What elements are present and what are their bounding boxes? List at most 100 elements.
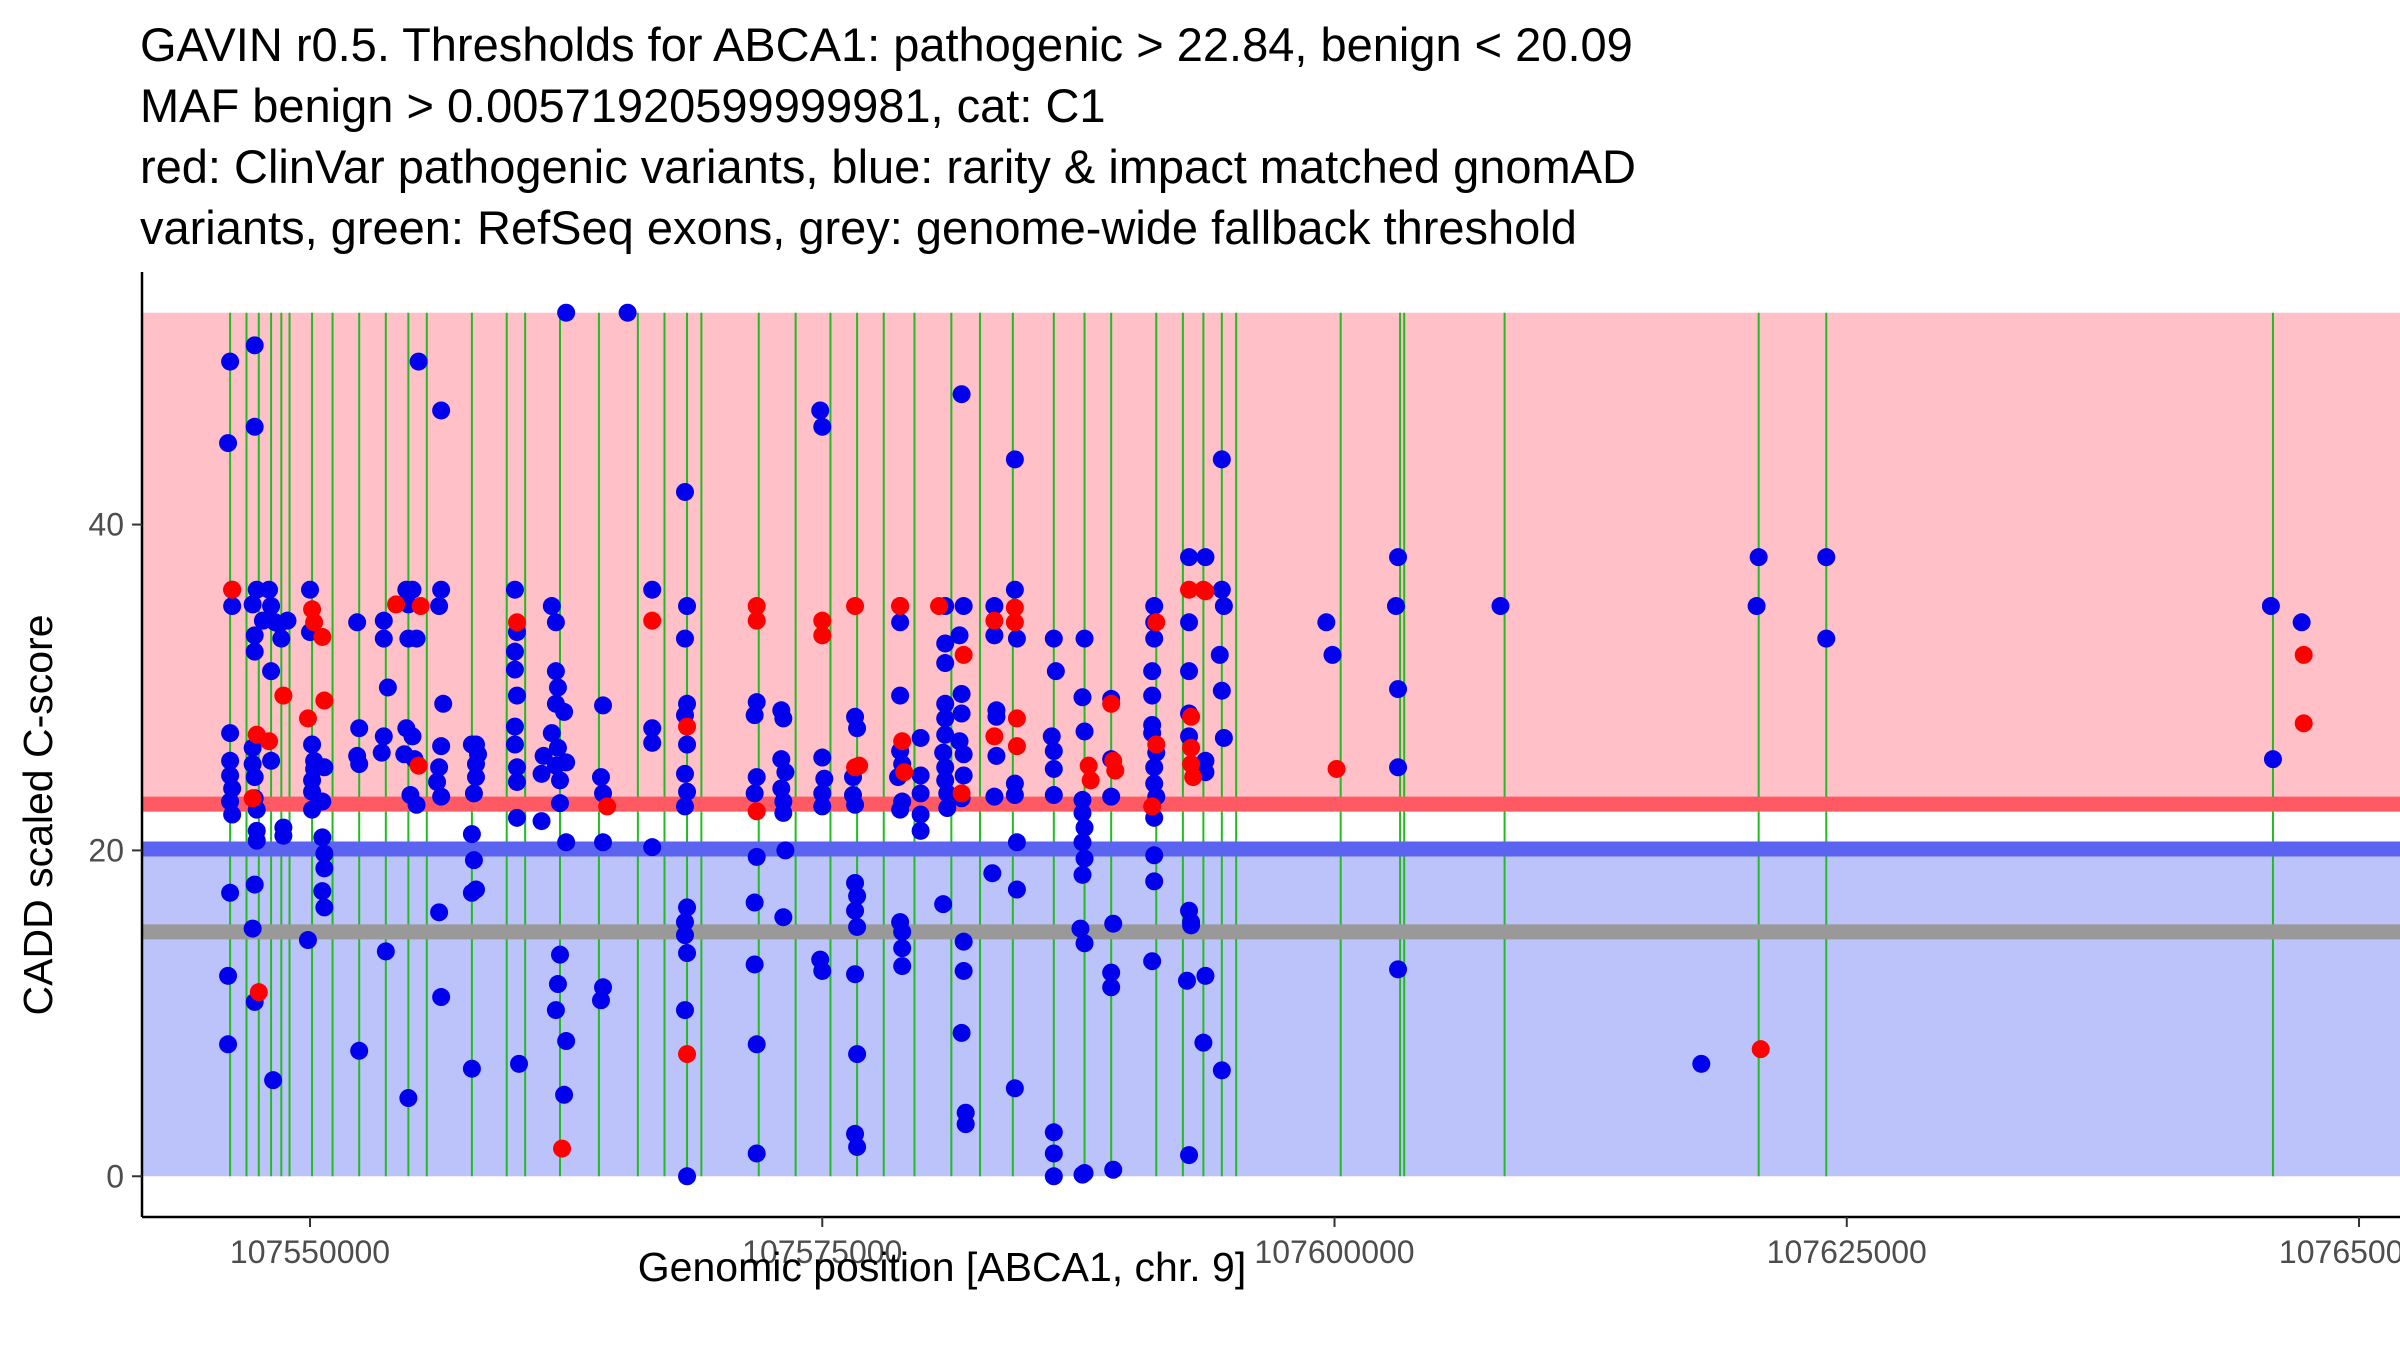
clinvar-pathogenic-point	[1182, 738, 1201, 757]
gnomad-matched-point	[846, 901, 865, 920]
gnomad-matched-point	[954, 766, 973, 785]
gnomad-matched-point	[983, 864, 1002, 883]
gnomad-matched-point	[1323, 645, 1342, 664]
gnomad-matched-point	[548, 975, 567, 994]
gnomad-matched-point	[1046, 662, 1065, 681]
gnomad-matched-point	[1692, 1054, 1711, 1073]
gnomad-matched-point	[557, 833, 576, 852]
gnomad-matched-point	[1102, 978, 1121, 997]
gnomad-matched-point	[278, 611, 297, 630]
clinvar-pathogenic-point	[1180, 580, 1199, 599]
gnomad-matched-point	[403, 727, 422, 746]
gnomad-matched-point	[264, 1071, 283, 1090]
gnomad-matched-point	[985, 787, 1004, 806]
gnomad-matched-point	[1075, 629, 1094, 648]
gnomad-matched-point	[643, 733, 662, 752]
gnomad-matched-point	[811, 401, 830, 420]
gnomad-matched-point	[243, 595, 262, 614]
gnomad-matched-point	[505, 717, 524, 736]
clinvar-pathogenic-point	[1143, 797, 1162, 816]
chart-title: GAVIN r0.5. Thresholds for ABCA1: pathog…	[140, 14, 2380, 258]
gnomad-matched-point	[399, 1089, 418, 1108]
gnomad-matched-point	[505, 642, 524, 661]
gnomad-matched-point	[1007, 833, 1026, 852]
gnomad-matched-point	[507, 772, 526, 791]
axes: 107550000 107575000 107600000 107625000 1076…	[88, 272, 2400, 1270]
gnomad-matched-point	[409, 352, 428, 371]
clinvar-pathogenic-point	[895, 763, 914, 782]
gnomad-matched-point	[911, 766, 930, 785]
data-points	[219, 303, 2313, 1186]
gnomad-matched-point	[1044, 1144, 1063, 1163]
gnomad-matched-point	[1044, 1123, 1063, 1142]
gnomad-matched-point	[846, 965, 865, 984]
gnomad-matched-point	[1317, 613, 1336, 632]
gnomad-matched-point	[675, 1001, 694, 1020]
clinvar-pathogenic-point	[893, 732, 912, 751]
gnomad-matched-point	[374, 629, 393, 648]
gnomad-matched-point	[1145, 629, 1164, 648]
gnomad-matched-point	[546, 1001, 565, 1020]
gnomad-matched-point	[219, 966, 238, 985]
gnomad-matched-point	[846, 795, 865, 814]
gnomad-matched-point	[1005, 450, 1024, 469]
clinvar-pathogenic-point	[678, 1045, 697, 1064]
gnomad-matched-point	[550, 945, 569, 964]
gnomad-matched-point	[1145, 846, 1164, 865]
x-tick-label: 107625000	[1767, 1234, 1927, 1270]
gnomad-matched-point	[745, 784, 764, 803]
gnomad-matched-point	[1177, 971, 1196, 990]
gnomad-matched-point	[313, 792, 332, 811]
gnomad-matched-point	[532, 812, 551, 831]
gnomad-matched-point	[2263, 750, 2282, 769]
gnomad-matched-point	[911, 728, 930, 747]
gnomad-matched-point	[893, 939, 912, 958]
gnomad-matched-point	[1210, 645, 1229, 664]
x-axis-label: Genomic position [ABCA1, chr. 9]	[638, 1244, 1246, 1290]
gnomad-matched-point	[1196, 966, 1215, 985]
clinvar-pathogenic-point	[387, 595, 406, 614]
gnomad-matched-point	[407, 795, 426, 814]
gnomad-matched-point	[643, 838, 662, 857]
gnomad-matched-point	[1143, 952, 1162, 971]
gnomad-matched-point	[987, 707, 1006, 726]
clinvar-pathogenic-point	[930, 597, 949, 616]
gnomad-matched-point	[374, 727, 393, 746]
clinvar-pathogenic-point	[409, 756, 428, 775]
title-line-4: variants, green: RefSeq exons, grey: gen…	[140, 201, 1577, 254]
gnomad-matched-point	[985, 626, 1004, 645]
gnomad-matched-point	[813, 961, 832, 980]
gnomad-matched-point	[1386, 597, 1405, 616]
gnomad-matched-point	[618, 303, 637, 322]
gnomad-matched-point	[1073, 803, 1092, 822]
gnomad-matched-point	[1102, 963, 1121, 982]
gnomad-matched-point	[313, 882, 332, 901]
gnomad-matched-point	[542, 597, 561, 616]
clinvar-pathogenic-point	[1007, 709, 1026, 728]
clinvar-pathogenic-point	[985, 727, 1004, 746]
gnomad-matched-point	[507, 686, 526, 705]
x-tick-label: 107600000	[1254, 1234, 1414, 1270]
gnomad-matched-point	[507, 758, 526, 777]
gnomad-matched-point	[848, 1045, 867, 1064]
gnomad-matched-point	[1389, 548, 1408, 567]
clinvar-pathogenic-point	[747, 611, 766, 630]
gnomad-matched-point	[1180, 548, 1199, 567]
gnomad-matched-point	[432, 737, 451, 756]
gnomad-matched-point	[1212, 681, 1231, 700]
gnomad-matched-point	[243, 919, 262, 938]
gnomad-matched-point	[1073, 790, 1092, 809]
gnomad-matched-point	[245, 626, 264, 645]
gnomad-matched-point	[260, 580, 279, 599]
gnomad-matched-point	[848, 719, 867, 738]
gnomad-matched-point	[678, 735, 697, 754]
gnomad-matched-point	[219, 434, 238, 453]
gnomad-matched-point	[675, 482, 694, 501]
clinvar-pathogenic-point	[1147, 613, 1166, 632]
gnomad-matched-point	[407, 629, 426, 648]
gnomad-matched-point	[893, 957, 912, 976]
gnomad-matched-point	[505, 735, 524, 754]
y-axis-label: CADD scaled C-score	[15, 615, 61, 1016]
x-tick-label: 107575000	[742, 1234, 902, 1270]
gnomad-matched-point	[432, 787, 451, 806]
